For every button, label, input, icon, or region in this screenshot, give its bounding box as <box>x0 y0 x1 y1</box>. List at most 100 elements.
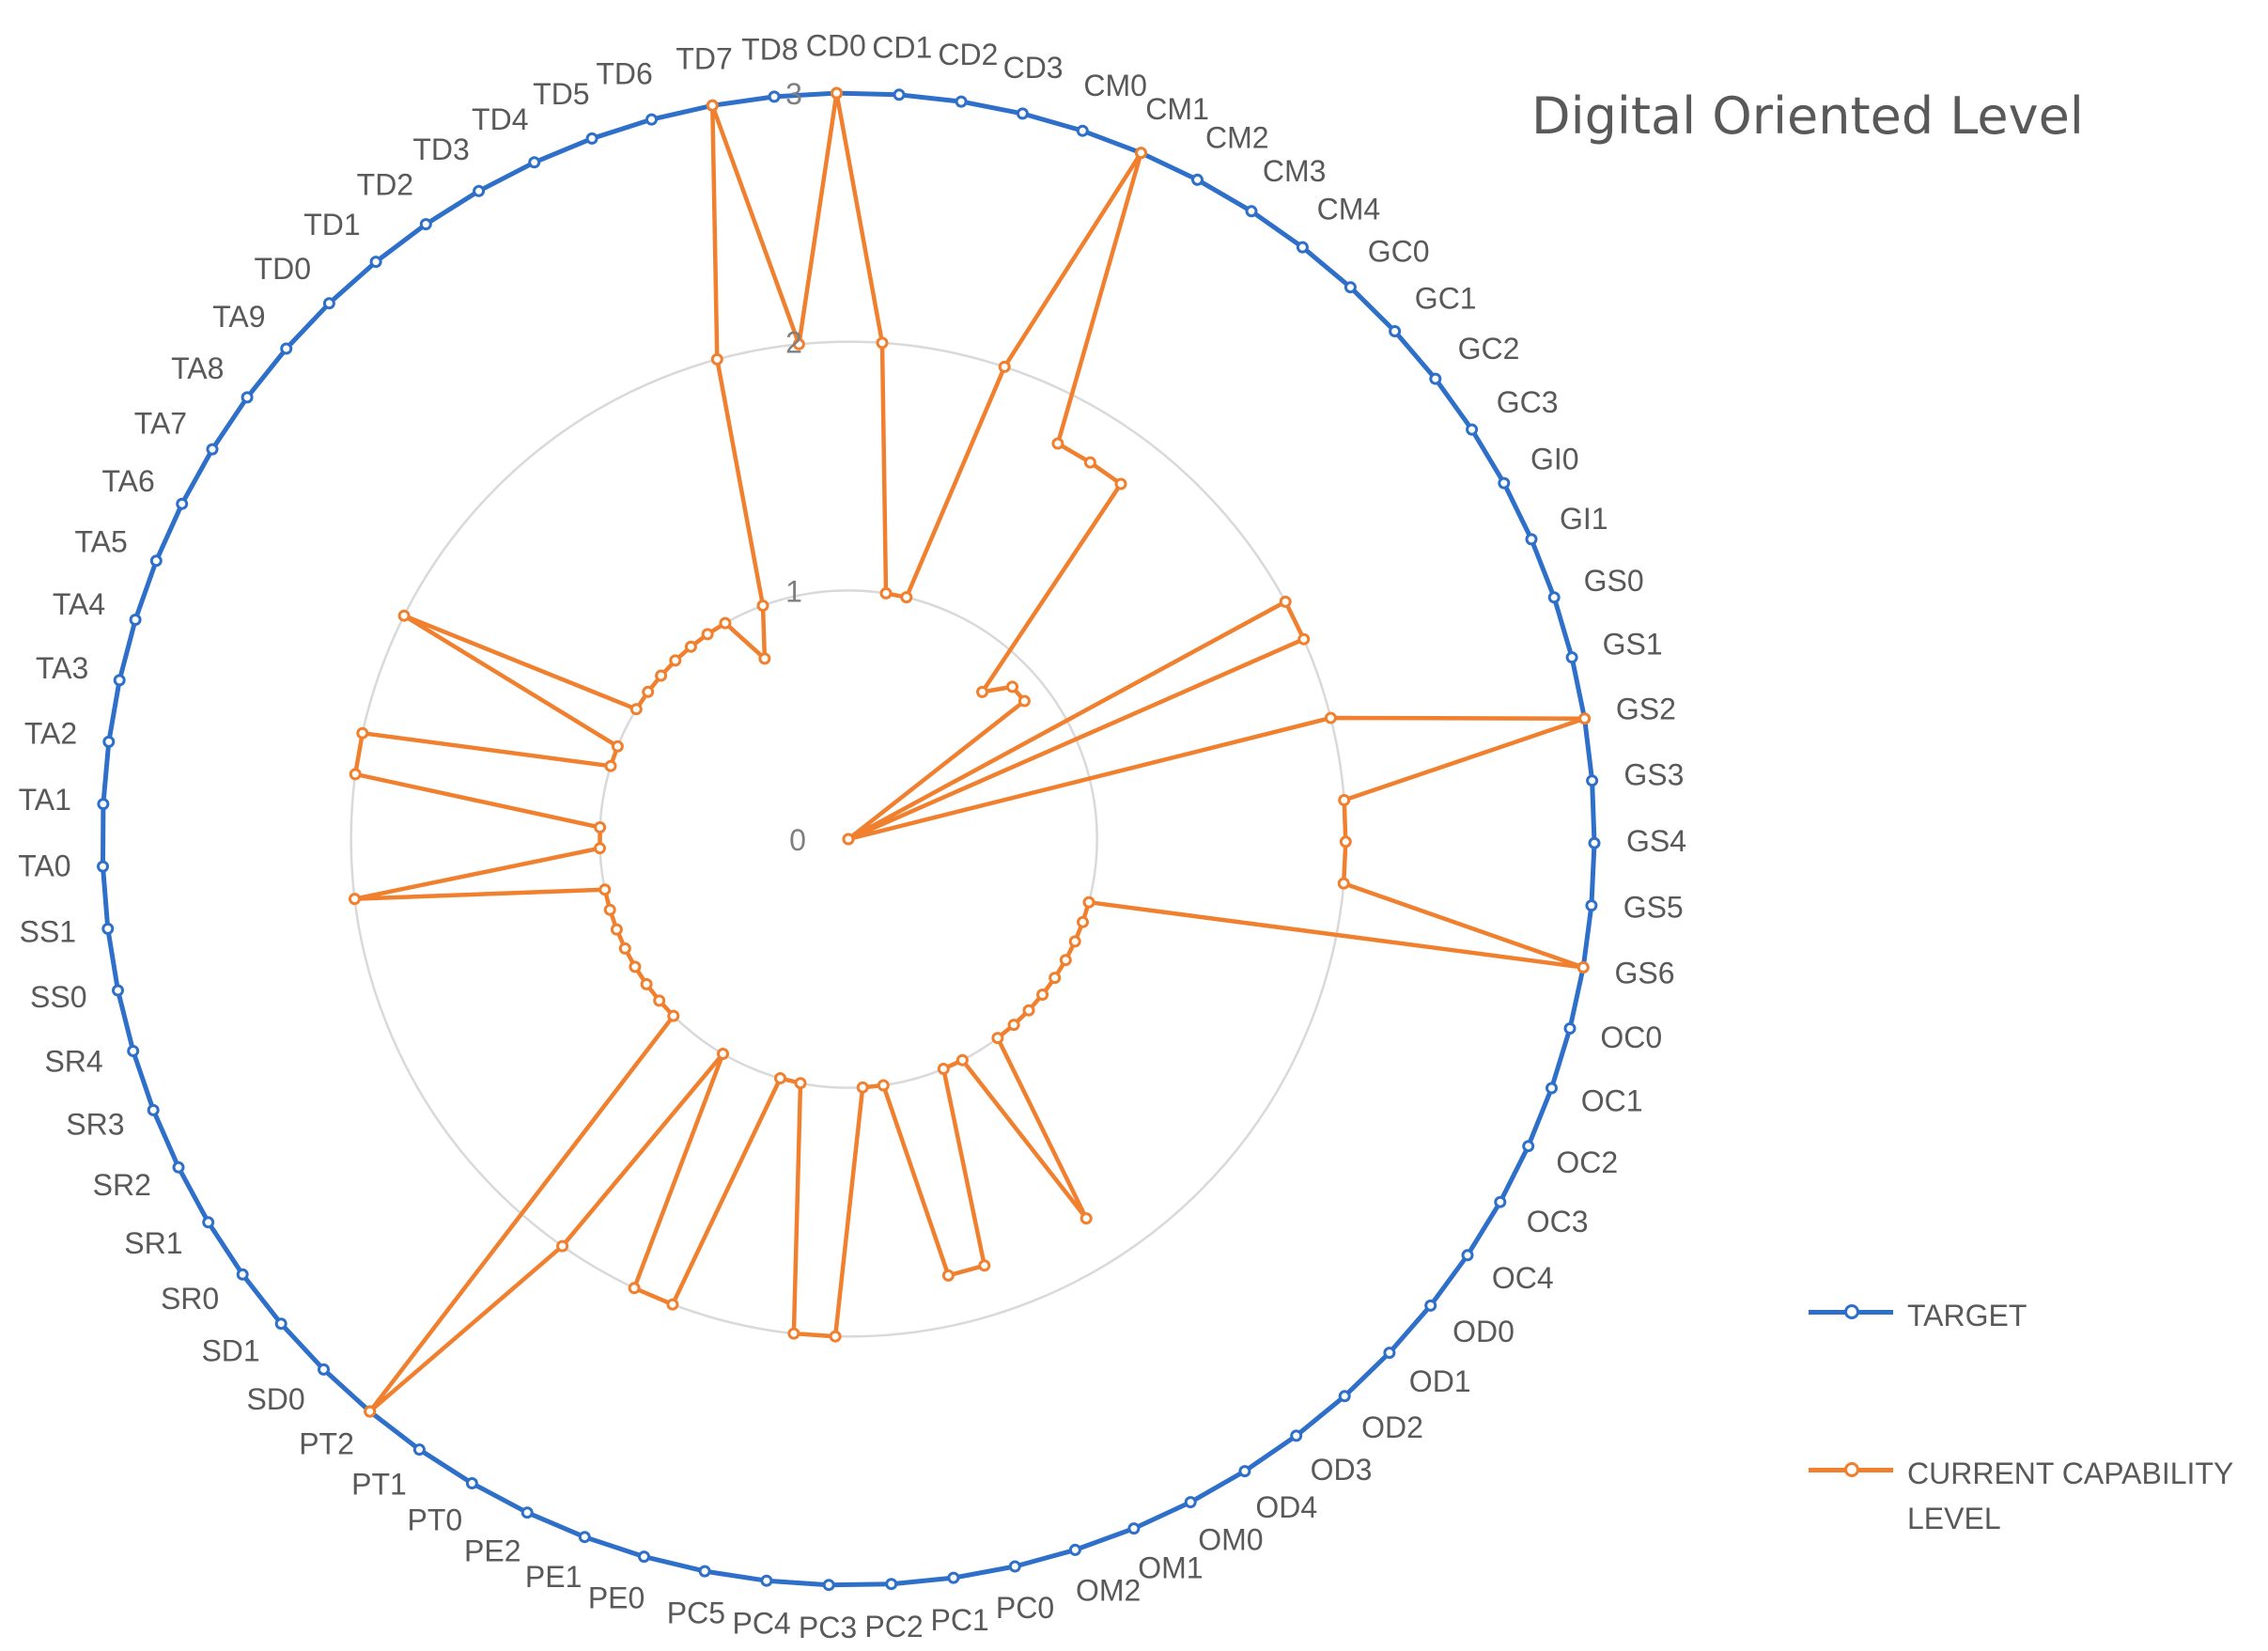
point-target-oc4 <box>1461 1249 1474 1262</box>
point-current-capability-level-ta0 <box>594 842 606 855</box>
category-label-sd1: SD1 <box>201 1333 259 1367</box>
category-label-pe0: PE0 <box>588 1581 645 1614</box>
point-current-capability-level-om2 <box>978 1259 991 1272</box>
point-current-capability-level-od0 <box>1036 989 1049 1001</box>
category-label-cm2: CM2 <box>1205 120 1269 154</box>
point-target-gs3 <box>1586 774 1599 787</box>
category-label-ta8: TA8 <box>171 351 224 385</box>
point-target-cd2 <box>955 95 968 108</box>
point-current-capability-level-sd0 <box>667 1009 680 1022</box>
category-label-pt1: PT1 <box>351 1467 407 1501</box>
point-current-capability-level-gc0 <box>976 685 988 698</box>
point-current-capability-level-om1 <box>937 1063 950 1075</box>
point-current-capability-level-oc0 <box>1082 896 1095 909</box>
category-label-td4: TD4 <box>472 102 528 136</box>
point-target-td8 <box>768 90 781 103</box>
point-target-od3 <box>1290 1429 1303 1442</box>
category-label-cm4: CM4 <box>1317 192 1381 226</box>
category-label-cd3: CD3 <box>1003 51 1064 85</box>
point-target-cd1 <box>893 88 906 101</box>
point-current-capability-level-pt1 <box>556 1239 569 1253</box>
point-current-capability-level-od1 <box>1022 1004 1035 1017</box>
point-current-capability-level-td3 <box>719 616 732 630</box>
point-target-pc3 <box>822 1579 835 1592</box>
point-target-oc3 <box>1494 1195 1507 1208</box>
point-target-oc0 <box>1563 1022 1577 1035</box>
category-label-td0: TD0 <box>255 252 311 286</box>
category-label-oc4: OC4 <box>1492 1261 1554 1295</box>
point-current-capability-level-pt0 <box>717 1048 729 1060</box>
category-label-sr0: SR0 <box>161 1282 219 1316</box>
category-label-cd1: CD1 <box>872 30 932 64</box>
point-target-ta2 <box>102 735 116 748</box>
category-label-od1: OD1 <box>1409 1364 1471 1398</box>
point-current-capability-level-gs3 <box>1338 794 1351 806</box>
category-label-td5: TD5 <box>533 77 589 111</box>
point-current-capability-level-cd2 <box>879 586 893 600</box>
point-current-capability-level-ss0 <box>598 883 612 896</box>
point-target-gs1 <box>1565 651 1578 664</box>
category-label-gc0: GC0 <box>1368 235 1430 269</box>
point-current-capability-level-sr2 <box>618 942 631 955</box>
point-target-ta6 <box>176 497 189 510</box>
point-current-capability-level-pt2 <box>364 1405 377 1418</box>
point-current-capability-level-cm3 <box>1083 456 1096 469</box>
point-current-capability-level-gs6 <box>1577 961 1590 973</box>
point-current-capability-level-ta3 <box>356 726 369 740</box>
category-label-pc5: PC5 <box>667 1596 725 1630</box>
point-target-td0 <box>322 297 335 310</box>
point-target-om2 <box>1068 1543 1081 1556</box>
point-current-capability-level-ta8 <box>642 685 655 698</box>
radial-tick-label-0: 0 <box>789 823 806 857</box>
point-current-capability-level-td5 <box>756 600 769 612</box>
point-target-gi0 <box>1498 476 1511 490</box>
series-line-current-capability-level <box>352 90 1587 1414</box>
point-target-ta4 <box>129 614 142 626</box>
point-target-cm2 <box>1191 173 1204 186</box>
point-target-td6 <box>645 113 658 126</box>
point-target-ta0 <box>97 860 109 873</box>
category-label-od4: OD4 <box>1255 1490 1317 1524</box>
point-current-capability-level-gs0 <box>842 833 855 846</box>
point-target-td3 <box>473 184 486 197</box>
point-current-capability-level-cm1 <box>1135 147 1147 160</box>
point-current-capability-level-pc0 <box>941 1269 955 1282</box>
point-target-pt1 <box>412 1443 426 1456</box>
point-target-od0 <box>1424 1299 1437 1312</box>
point-target-od2 <box>1338 1390 1351 1403</box>
point-current-capability-level-cm2 <box>1051 437 1064 450</box>
category-label-sd0: SD0 <box>246 1382 304 1416</box>
category-label-oc3: OC3 <box>1527 1205 1589 1238</box>
radial-tick-label-3: 3 <box>785 77 802 111</box>
category-label-gc3: GC3 <box>1497 385 1559 419</box>
category-label-td3: TD3 <box>412 132 469 166</box>
category-label-ta7: TA7 <box>134 407 187 441</box>
category-label-ta3: TA3 <box>36 651 88 685</box>
point-target-cm0 <box>1076 124 1089 137</box>
point-target-td4 <box>528 156 541 169</box>
category-label-pc3: PC3 <box>799 1611 857 1644</box>
category-label-cm0: CM0 <box>1083 69 1147 102</box>
point-current-capability-level-ta4 <box>604 759 617 772</box>
point-current-capability-level-pe0 <box>774 1072 786 1084</box>
category-label-ta5: TA5 <box>74 524 127 558</box>
radial-tick-label-1: 1 <box>785 574 802 608</box>
point-target-gc3 <box>1466 423 1479 436</box>
category-label-sr1: SR1 <box>124 1226 182 1260</box>
radial-tick-label-2: 2 <box>785 326 802 360</box>
category-label-pe2: PE2 <box>464 1534 520 1567</box>
point-target-gc2 <box>1429 372 1442 385</box>
point-current-capability-level-gc2 <box>1017 694 1031 708</box>
point-target-ta1 <box>97 798 110 811</box>
point-current-capability-level-oc1 <box>1077 915 1089 928</box>
point-target-pc4 <box>760 1574 773 1587</box>
point-current-capability-level-cd3 <box>900 591 913 604</box>
point-current-capability-level-sr1 <box>629 960 642 973</box>
category-label-ss1: SS1 <box>20 915 76 949</box>
point-current-capability-level-gs5 <box>1337 877 1350 890</box>
point-target-sr1 <box>202 1216 215 1229</box>
category-label-ta1: TA1 <box>19 783 71 817</box>
category-label-om1: OM1 <box>1138 1550 1203 1584</box>
category-label-td6: TD6 <box>596 56 652 90</box>
